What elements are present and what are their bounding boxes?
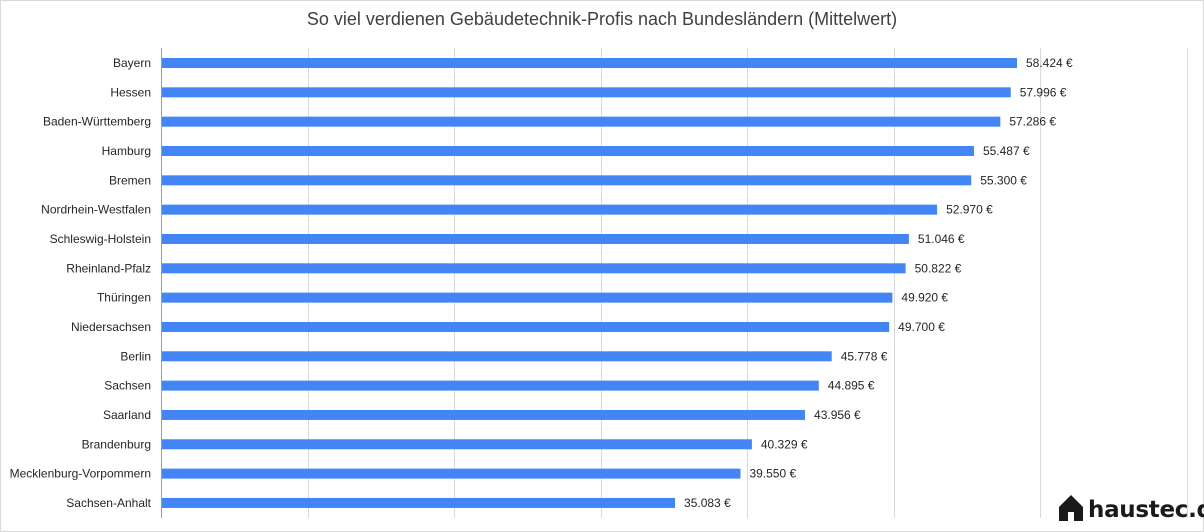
category-label: Schleswig-Holstein bbox=[50, 232, 151, 246]
bar bbox=[162, 145, 974, 156]
bar bbox=[162, 351, 832, 362]
bar bbox=[162, 263, 906, 274]
bar bbox=[162, 380, 819, 391]
bar bbox=[162, 409, 806, 420]
chart-title: So viel verdienen Gebäudetechnik-Profis … bbox=[306, 9, 898, 29]
category-label: Sachsen bbox=[104, 379, 151, 393]
bar bbox=[162, 233, 909, 244]
bar bbox=[162, 468, 741, 479]
logo-text: haustec.de bbox=[1088, 497, 1204, 523]
category-label: Thüringen bbox=[97, 291, 151, 305]
value-label: 39.550 € bbox=[749, 467, 796, 481]
value-label: 57.286 € bbox=[1009, 115, 1056, 129]
category-label: Hamburg bbox=[102, 144, 151, 158]
category-label: Mecklenburg-Vorpommern bbox=[10, 467, 151, 481]
category-label: Bayern bbox=[113, 56, 151, 70]
labels: Bayern 58.424 € Hessen 57.996 € Baden-Württe… bbox=[10, 56, 1073, 510]
value-label: 52.970 € bbox=[946, 203, 993, 217]
bars bbox=[162, 58, 1017, 508]
bar bbox=[162, 58, 1017, 68]
category-label: Niedersachsen bbox=[71, 320, 151, 334]
bar bbox=[162, 175, 972, 186]
value-label: 45.778 € bbox=[841, 349, 888, 363]
value-label: 40.329 € bbox=[761, 437, 808, 451]
value-label: 49.920 € bbox=[901, 291, 948, 305]
bar bbox=[162, 116, 1001, 127]
bar bbox=[162, 87, 1011, 98]
value-label: 51.046 € bbox=[918, 232, 965, 246]
value-label: 44.895 € bbox=[828, 379, 875, 393]
category-label: Sachsen-Anhalt bbox=[66, 496, 151, 510]
value-label: 35.083 € bbox=[684, 496, 731, 510]
house-icon bbox=[1058, 494, 1084, 527]
bar bbox=[162, 292, 893, 303]
haustec-logo: haustec.de bbox=[1058, 494, 1204, 526]
category-label: Saarland bbox=[103, 408, 151, 422]
bar bbox=[162, 204, 938, 215]
value-label: 50.822 € bbox=[915, 261, 962, 275]
value-label: 55.300 € bbox=[980, 173, 1027, 187]
value-label: 58.424 € bbox=[1026, 56, 1073, 70]
category-label: Brandenburg bbox=[82, 437, 151, 451]
bar bbox=[162, 497, 676, 508]
value-label: 57.996 € bbox=[1020, 85, 1067, 99]
value-label: 49.700 € bbox=[898, 320, 945, 334]
category-label: Nordrhein-Westfalen bbox=[41, 203, 151, 217]
category-label: Hessen bbox=[110, 85, 151, 99]
category-label: Bremen bbox=[109, 173, 151, 187]
category-label: Rheinland-Pfalz bbox=[66, 261, 151, 275]
bar bbox=[162, 321, 890, 332]
bar bbox=[162, 439, 752, 450]
value-label: 55.487 € bbox=[983, 144, 1030, 158]
category-label: Baden-Württemberg bbox=[43, 115, 151, 129]
value-label: 43.956 € bbox=[814, 408, 861, 422]
category-label: Berlin bbox=[120, 349, 151, 363]
